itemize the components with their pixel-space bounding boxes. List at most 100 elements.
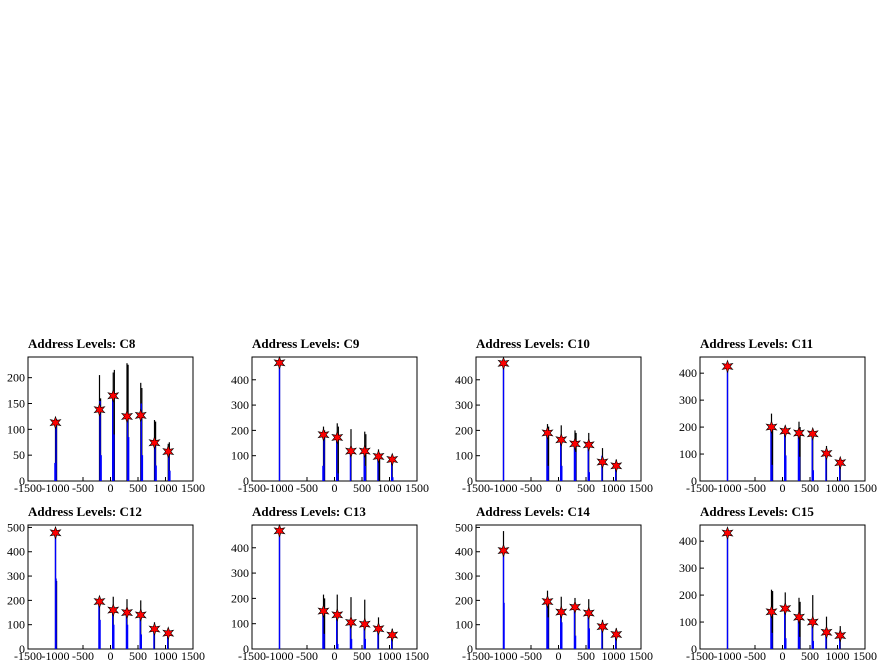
x-tick-label: 1500 [181,481,205,495]
star-marker [834,455,847,470]
y-tick-label: 100 [679,447,697,461]
star-marker [358,444,371,459]
y-tick-label: 200 [679,588,697,602]
x-tick-label: -500 [520,649,542,663]
y-tick-label: 200 [455,593,473,607]
plot-area: -1500 -1000 -500 0 500 1000 1500 0 100 200 300 400 [231,355,429,495]
x-tick-label: 0 [332,649,338,663]
y-tick-label: 300 [231,566,249,580]
star-marker [820,625,833,640]
histogram-panel: Address Levels: C8 -1500 -1000 -500 0 500 1000… [0,336,220,499]
y-tick-label: 400 [455,545,473,559]
x-tick-label: 1500 [405,649,429,663]
plot-area: -1500 -1000 -500 0 500 1000 1500 0 100 200 300 400 [455,356,653,495]
x-tick-label: -1500 [14,649,42,663]
star-marker [555,605,568,619]
y-tick-label: 100 [231,617,249,631]
y-tick-label: 100 [679,615,697,629]
x-tick-label: 500 [577,481,595,495]
y-tick-label: 150 [7,397,25,411]
star-marker [162,444,175,459]
star-marker [541,426,554,440]
x-tick-label: -500 [744,649,766,663]
x-tick-label: 0 [108,481,114,495]
plot-area: -1500 -1000 -500 0 500 1000 1500 0 50 100 150 200 [7,356,205,495]
star-marker [317,604,330,618]
star-marker [49,415,62,430]
star-marker [610,458,623,473]
y-tick-label: 0 [19,474,25,488]
y-tick-label: 200 [7,371,25,385]
x-tick-label: -500 [296,649,318,663]
y-tick-label: 400 [231,373,249,387]
x-tick-label: 0 [556,649,562,663]
panel-title: Address Levels: C15 [700,504,814,519]
y-tick-label: 50 [13,448,25,462]
x-tick-label: 1000 [826,649,850,663]
histogram-plot: -1500 -1000 -500 0 500 1000 1500 0 100 200 300 400 [455,356,653,495]
x-tick-label: 0 [332,481,338,495]
x-tick-label: -500 [72,649,94,663]
y-tick-label: 0 [243,642,249,656]
x-tick-label: 1000 [602,481,626,495]
x-tick-label: -1500 [14,481,42,495]
star-marker [497,356,510,371]
histogram-plot: -1500 -1000 -500 0 500 1000 1500 0 100 200 300 400 [679,356,877,495]
x-tick-label: -1000 [714,481,742,495]
y-tick-label: 100 [455,618,473,632]
x-tick-label: -1000 [266,649,294,663]
star-marker [386,628,399,642]
x-tick-label: -1000 [490,649,518,663]
x-tick-label: 1500 [853,481,877,495]
star-marker [93,402,106,417]
histogram-plot: -1500 -1000 -500 0 500 1000 1500 0 100 200 300 400 5… [7,520,205,663]
star-marker [793,610,805,625]
x-tick-label: -1000 [490,481,518,495]
star-marker [806,615,819,629]
x-tick-label: -1500 [686,649,714,663]
x-tick-label: 500 [801,481,819,495]
star-marker [372,449,385,464]
star-marker [596,455,609,469]
x-tick-label: 0 [780,481,786,495]
x-tick-label: -1000 [42,481,70,495]
y-tick-label: 100 [455,449,473,463]
star-marker [806,426,819,441]
x-tick-label: -500 [520,481,542,495]
star-marker [721,526,734,541]
x-tick-label: -500 [72,481,94,495]
y-tick-label: 200 [7,593,25,607]
x-tick-label: -1500 [686,481,714,495]
x-tick-label: 1500 [853,649,877,663]
star-marker [121,605,133,620]
star-marker [331,430,344,445]
x-tick-label: 500 [801,649,819,663]
plot-area: -1500 -1000 -500 0 500 1000 1500 0 100 200 300 400 [679,356,877,495]
panel-title: Address Levels: C9 [252,336,360,351]
star-marker [555,432,568,447]
histogram-plot: -1500 -1000 -500 0 500 1000 1500 0 100 200 300 400 [231,355,429,495]
y-tick-label: 300 [455,398,473,412]
x-tick-label: -1000 [714,649,742,663]
x-tick-label: -1500 [238,649,266,663]
x-tick-label: 1000 [826,481,850,495]
plot-area: -1500 -1000 -500 0 500 1000 1500 0 100 200 300 400 [231,523,429,663]
x-tick-label: 1500 [629,649,653,663]
x-tick-label: 1000 [154,481,178,495]
plot-area: -1500 -1000 -500 0 500 1000 1500 0 100 200 300 400 5… [455,520,653,663]
star-marker [820,446,833,461]
x-tick-label: -1500 [238,481,266,495]
star-marker [541,594,554,609]
x-tick-label: 1000 [378,649,402,663]
star-marker [148,622,161,636]
star-marker [582,606,595,620]
star-marker [134,408,147,423]
panel-title: Address Levels: C12 [28,504,142,519]
star-marker [134,608,147,622]
histogram-panel: Address Levels: C15 -1500 -1000 -500 0 500 100… [672,504,892,667]
x-tick-label: 0 [556,481,562,495]
star-marker [721,359,734,374]
panel-title: Address Levels: C8 [28,336,136,351]
y-tick-label: 0 [691,474,697,488]
star-marker [497,543,510,558]
